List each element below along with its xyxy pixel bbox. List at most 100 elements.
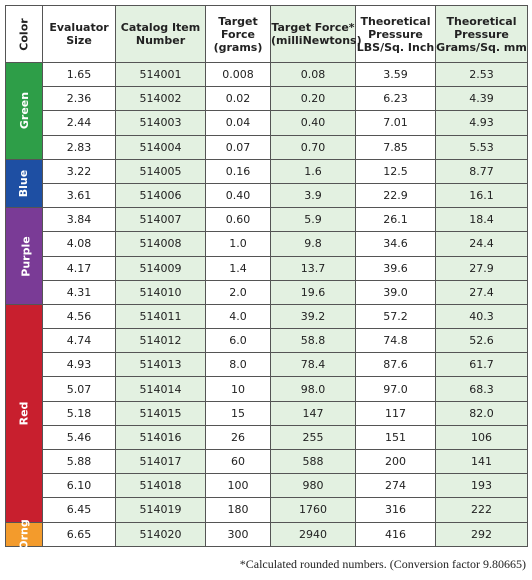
table-cell: 39.0 (355, 279, 436, 305)
table-cell: 0.08 (270, 61, 356, 88)
table-row: Green 1.65 514001 0.008 0.08 3.59 2.53 (5, 61, 528, 160)
table-cell: 3.9 (270, 182, 356, 209)
table-cell: 5.46 (42, 424, 116, 451)
table-cell: 106 (435, 424, 528, 451)
table-cell: 58.8 (270, 328, 356, 354)
table-cell: 514001 (115, 61, 206, 88)
table-cell: 78.4 (270, 352, 356, 378)
table-row: 5.18 514015 15 147 117 82.0 (6, 400, 528, 426)
table-row: 2.83 514004 0.07 0.70 7.85 5.53 (6, 134, 528, 160)
column-header-text: Color (17, 17, 31, 51)
table-cell: 6.0 (205, 328, 271, 354)
table-cell: 2940 (270, 521, 356, 547)
color-group-label: Green (18, 92, 32, 130)
table-cell: 514011 (115, 303, 206, 330)
table-cell: 61.7 (435, 352, 528, 378)
table-cell: 2.83 (42, 134, 116, 160)
data-table: Color Evaluator Size Catalog Item Number Ta… (5, 5, 528, 550)
table-body: Green 1.65 514001 0.008 0.08 3.59 2.53 2.36 5140… (5, 61, 528, 550)
table-cell: 1.4 (205, 255, 271, 281)
table-cell: 514004 (115, 134, 206, 160)
table-cell: 0.60 (205, 207, 271, 233)
table-cell: 97.0 (355, 376, 436, 402)
table-row: Red 4.56 514011 4.0 39.2 57.2 40.3 (5, 303, 528, 523)
table-cell: 1760 (270, 497, 356, 523)
footnote: *Calculated rounded numbers. (Conversion… (239, 557, 526, 571)
color-group-label: Blue (17, 169, 31, 198)
table-cell: 4.93 (42, 352, 116, 378)
table-cell: 514008 (115, 231, 206, 257)
table-cell: 1.0 (205, 231, 271, 257)
table-cell: 4.93 (435, 110, 528, 136)
table-cell: 193 (435, 473, 528, 499)
table-cell: 0.04 (205, 110, 271, 136)
table-cell: 3.61 (42, 182, 116, 209)
table-cell: 68.3 (435, 376, 528, 402)
table-cell: 0.008 (205, 61, 271, 88)
table-row: 6.45 514019 180 1760 316 222 (6, 497, 528, 523)
table-row: Orng 6.65 514020 300 2940 416 292 (5, 518, 528, 550)
table-cell: 514014 (115, 376, 206, 402)
column-header: Theoretical Pressure LBS/Sq. Inch (355, 5, 436, 63)
color-group-label: Purple (19, 235, 33, 277)
table-cell: 24.4 (435, 231, 528, 257)
table-cell: 416 (355, 521, 436, 547)
table-cell: 100 (205, 473, 271, 499)
table-cell: 514012 (115, 328, 206, 354)
column-header: Evaluator Size (42, 5, 116, 63)
table-cell: 8.0 (205, 352, 271, 378)
table-cell: 4.17 (42, 255, 116, 281)
table-cell: 18.4 (435, 207, 528, 233)
table-cell: 0.20 (270, 86, 356, 112)
table-cell: 22.9 (355, 182, 436, 209)
color-group-cell: Blue (5, 158, 43, 209)
table-cell: 300 (205, 521, 271, 547)
color-group-label: Orng (17, 518, 31, 550)
table-cell: 16.1 (435, 182, 528, 209)
table-cell: 514015 (115, 400, 206, 426)
table-cell: 151 (355, 424, 436, 451)
table-cell: 514006 (115, 182, 206, 209)
table-cell: 6.65 (42, 521, 116, 547)
table-cell: 6.10 (42, 473, 116, 499)
table-cell: 5.88 (42, 448, 116, 475)
table-cell: 12.5 (355, 158, 436, 184)
table-cell: 514003 (115, 110, 206, 136)
table-cell: 87.6 (355, 352, 436, 378)
column-header: Target Force* (milliNewtons) (270, 5, 362, 63)
table-cell: 4.74 (42, 328, 116, 354)
table-cell: 10 (205, 376, 271, 402)
table-cell: 2.0 (205, 279, 271, 305)
table-cell: 514016 (115, 424, 206, 451)
table-cell: 3.22 (42, 158, 116, 184)
column-header: Target Force (grams) (205, 5, 271, 63)
table-cell: 19.6 (270, 279, 356, 305)
table-cell: 180 (205, 497, 271, 523)
table-cell: 4.56 (42, 303, 116, 330)
table-cell: 514019 (115, 497, 206, 523)
table-row: 2.36 514002 0.02 0.20 6.23 4.39 (6, 86, 528, 112)
table-cell: 514005 (115, 158, 206, 184)
table-cell: 2.53 (435, 61, 528, 88)
table-cell: 0.40 (270, 110, 356, 136)
table-cell: 255 (270, 424, 356, 451)
table-cell: 5.07 (42, 376, 116, 402)
table-cell: 52.6 (435, 328, 528, 354)
table-row: 4.93 514013 8.0 78.4 87.6 61.7 (6, 352, 528, 378)
color-group-cell: Green (5, 62, 43, 160)
table-cell: 514010 (115, 279, 206, 305)
table-cell: 514007 (115, 207, 206, 233)
table-cell: 3.84 (42, 207, 116, 233)
table-cell: 141 (435, 448, 528, 475)
table-cell: 27.4 (435, 279, 528, 305)
table-cell: 4.0 (205, 303, 271, 330)
table-cell: 222 (435, 497, 528, 523)
table-cell: 57.2 (355, 303, 436, 330)
table-row: 5.07 514014 10 98.0 97.0 68.3 (6, 376, 528, 402)
color-group-label: Red (17, 401, 31, 426)
table-cell: 4.31 (42, 279, 116, 305)
table-cell: 292 (435, 521, 528, 547)
table-cell: 74.8 (355, 328, 436, 354)
table-cell: 7.85 (355, 134, 436, 160)
